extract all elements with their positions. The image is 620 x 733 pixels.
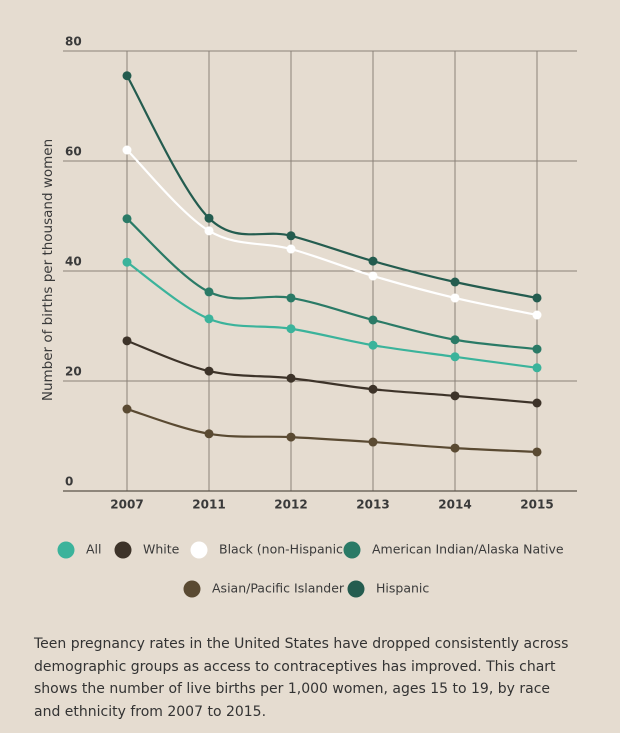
y-tick-label: 0 [65, 475, 73, 489]
series-line [126, 149, 538, 317]
data-point [286, 324, 296, 334]
series-line [126, 261, 538, 369]
data-point [286, 244, 296, 254]
chart: Number of births per thousand women 0 20 4… [40, 35, 577, 598]
y-tick-label: 20 [65, 365, 82, 379]
y-tick-label: 60 [65, 145, 82, 159]
data-point [204, 366, 214, 376]
data-point [368, 315, 378, 325]
series-line [126, 339, 538, 405]
data-point [286, 231, 296, 241]
y-tick-label: 40 [65, 255, 82, 269]
legend-label: Black (non-Hispanic [219, 542, 343, 557]
data-point [204, 429, 214, 439]
data-point [122, 145, 132, 155]
legend-label: American Indian/Alaska Native [372, 542, 564, 557]
data-point [286, 293, 296, 303]
data-point [532, 363, 542, 373]
data-point [204, 314, 214, 324]
data-point [122, 71, 132, 81]
data-point [204, 226, 214, 236]
x-tick-label: 2011 [192, 498, 225, 512]
series-line [126, 407, 538, 454]
data-point [450, 277, 460, 287]
x-tick-label: 2015 [520, 498, 553, 512]
legend-label: All [86, 542, 102, 557]
caption: Teen pregnancy rates in the United State… [34, 636, 569, 720]
y-axis-label: Number of births per thousand women [40, 139, 56, 401]
data-point [368, 384, 378, 394]
y-tick-label: 80 [65, 35, 82, 49]
data-point [532, 310, 542, 320]
data-point [450, 293, 460, 303]
data-point [532, 344, 542, 354]
data-point [122, 336, 132, 346]
data-point [204, 287, 214, 297]
x-tick-label: 2012 [274, 498, 307, 512]
legend-marker [114, 541, 132, 559]
data-point [532, 398, 542, 408]
data-point [286, 432, 296, 442]
data-point [368, 271, 378, 281]
series-line [126, 217, 538, 351]
data-point [122, 404, 132, 414]
data-point [122, 257, 132, 267]
series-line [126, 75, 538, 300]
data-point [204, 213, 214, 223]
data-point [286, 373, 296, 383]
legend-label: White [143, 542, 180, 557]
data-point [532, 447, 542, 457]
legend-marker [183, 580, 201, 598]
x-tick-label: 2007 [110, 498, 143, 512]
data-point [450, 443, 460, 453]
legend-marker [343, 541, 361, 559]
legend-marker [347, 580, 365, 598]
data-point [368, 340, 378, 350]
legend-marker [190, 541, 208, 559]
data-point [532, 293, 542, 303]
legend-marker [57, 541, 75, 559]
data-point [450, 391, 460, 401]
data-point [450, 335, 460, 345]
data-point [368, 256, 378, 266]
data-point [450, 352, 460, 362]
data-point [368, 437, 378, 447]
legend-label: Asian/Pacific Islander [212, 581, 345, 596]
data-point [122, 214, 132, 224]
legend-label: Hispanic [376, 581, 429, 596]
x-tick-label: 2013 [356, 498, 389, 512]
x-tick-label: 2014 [438, 498, 471, 512]
